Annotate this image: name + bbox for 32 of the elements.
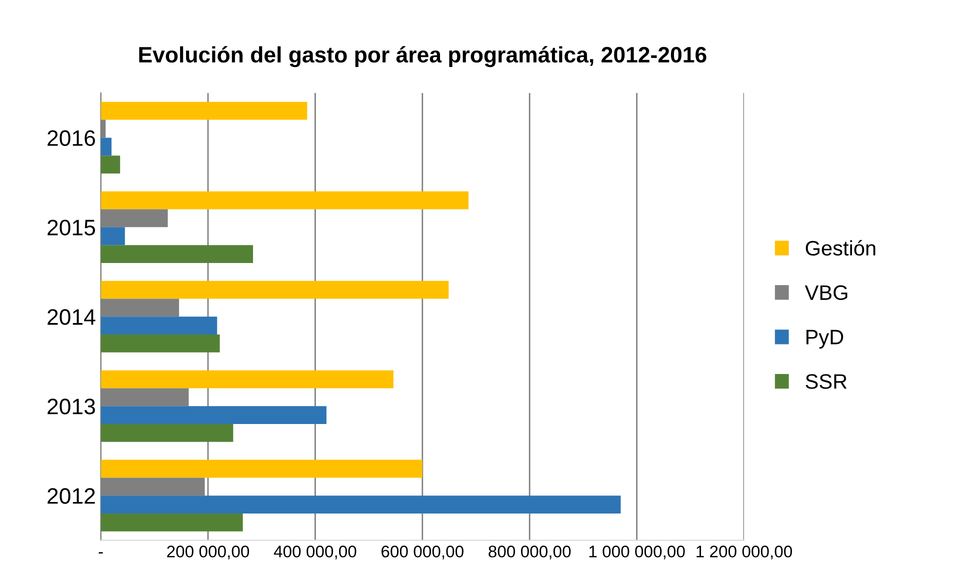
x-tick-label: 800 000,00 <box>488 546 571 560</box>
bar <box>100 424 234 442</box>
bar <box>100 138 112 156</box>
bar <box>100 370 394 388</box>
bar <box>100 496 621 514</box>
legend-label: Gestión <box>806 240 876 256</box>
y-tick-label: 2016 <box>48 130 95 146</box>
x-tick-label: 1 000 000,00 <box>589 546 685 560</box>
bar <box>100 513 243 532</box>
bar <box>100 460 422 478</box>
bar <box>100 334 220 352</box>
bar <box>100 280 449 299</box>
y-tick-label: 2014 <box>48 309 96 325</box>
y-tick-label: 2015 <box>48 220 96 236</box>
x-tick-label: 1 200 000,00 <box>696 546 792 560</box>
y-tick-label: 2012 <box>48 488 95 504</box>
bar <box>100 156 120 174</box>
y-tick-label: 2013 <box>48 398 95 414</box>
bar <box>100 227 125 246</box>
bar <box>100 406 326 424</box>
x-tick-label: 400 000,00 <box>274 546 356 560</box>
bar <box>100 102 308 120</box>
x-tick-label: 200 000,00 <box>167 546 250 560</box>
legend-label: PyD <box>806 330 844 349</box>
x-tick-label: - <box>98 552 103 554</box>
legend-label: VBG <box>804 285 848 300</box>
bar <box>100 245 254 263</box>
legend-label: SSR <box>806 374 847 389</box>
bar <box>100 191 468 210</box>
bar <box>100 316 218 335</box>
chart-title: Evolución del gasto por área programática, 2012-2016 <box>139 46 706 68</box>
x-tick-label: 600 000,00 <box>382 546 464 560</box>
